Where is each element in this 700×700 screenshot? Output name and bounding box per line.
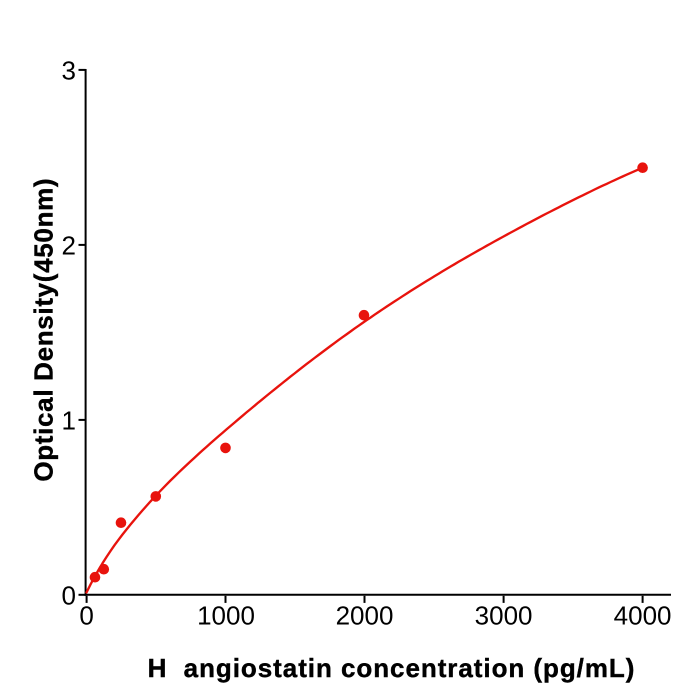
svg-text:3: 3 [62, 55, 76, 85]
svg-text:4000: 4000 [614, 601, 672, 631]
svg-text:3000: 3000 [475, 601, 533, 631]
svg-text:2: 2 [62, 230, 76, 260]
svg-text:H angiostatin concentration (: H angiostatin concentration (pg/mL) [148, 653, 636, 683]
svg-text:1: 1 [62, 405, 76, 435]
svg-text:2000: 2000 [336, 601, 394, 631]
svg-text:1000: 1000 [197, 601, 255, 631]
svg-text:Optical Density(450nm): Optical Density(450nm) [29, 178, 59, 482]
svg-text:0: 0 [79, 601, 93, 631]
svg-text:0: 0 [62, 580, 76, 610]
